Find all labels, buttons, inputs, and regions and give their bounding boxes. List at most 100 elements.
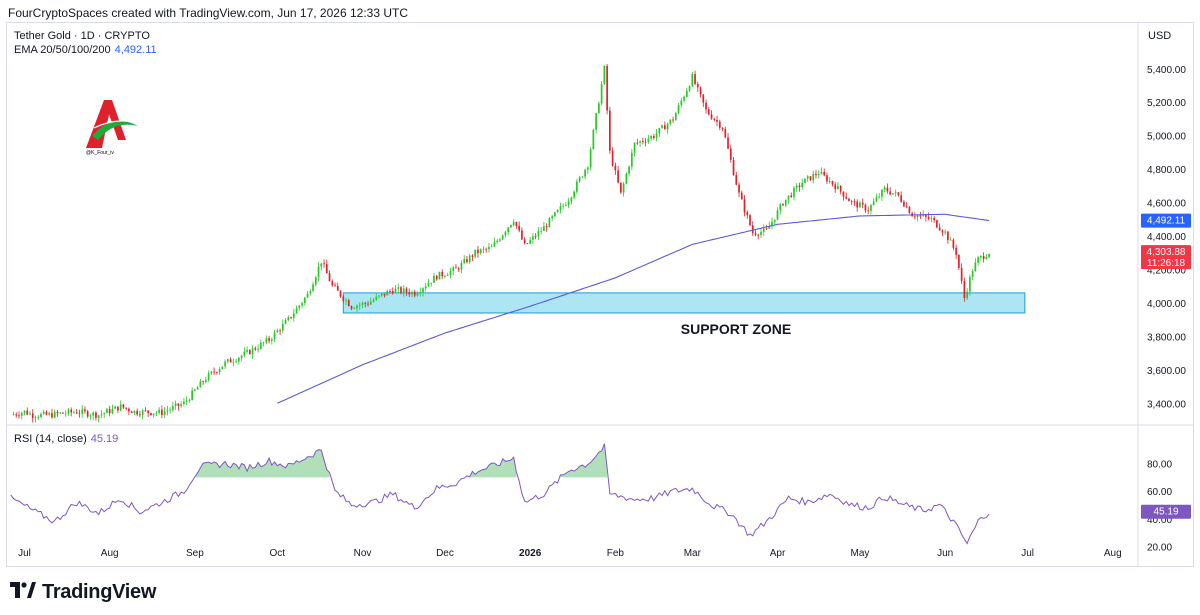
candle-body xyxy=(658,127,661,134)
candle-body xyxy=(705,102,707,110)
candle-body xyxy=(532,236,534,240)
candle-body xyxy=(449,270,452,276)
rsi-tick-label: 40.00 xyxy=(1147,515,1172,526)
candle-body xyxy=(864,204,867,211)
candle-body xyxy=(529,239,532,244)
candle-body xyxy=(196,387,199,390)
rsi-value-badge-text: 45.19 xyxy=(1153,507,1178,518)
candle-body xyxy=(309,291,312,294)
currency-button[interactable]: USD xyxy=(1148,30,1172,42)
time-tick-label: Mar xyxy=(684,548,702,559)
candle-body xyxy=(787,195,790,200)
time-tick-label: Dec xyxy=(436,548,454,559)
candle-body xyxy=(493,242,496,247)
candle-body xyxy=(933,217,936,221)
candle-body xyxy=(647,138,650,142)
time-tick-label: Jun xyxy=(937,548,953,559)
candle-body xyxy=(850,201,853,202)
candle-body xyxy=(202,381,204,383)
candle-body xyxy=(56,411,59,414)
candle-body xyxy=(905,206,908,208)
candle-body xyxy=(114,406,117,409)
candle-body xyxy=(284,320,287,324)
candle-body xyxy=(210,371,213,374)
candle-body xyxy=(936,220,938,228)
candle-body xyxy=(685,90,688,97)
candle-body xyxy=(339,290,342,297)
candle-body xyxy=(235,361,237,363)
candle-body xyxy=(37,417,40,418)
candle-body xyxy=(828,181,831,182)
candle-body xyxy=(732,159,735,176)
candle-body xyxy=(960,267,963,282)
candle-body xyxy=(669,119,672,124)
candle-body xyxy=(125,407,128,409)
price-tick-label: 3,400.00 xyxy=(1147,399,1186,410)
ema-legend-value: 4,492.11 xyxy=(114,44,157,56)
candle-body xyxy=(34,417,37,419)
candle-body xyxy=(581,176,584,178)
rsi-legend[interactable]: RSI (14, close) 45.19 xyxy=(14,433,118,445)
candle-body xyxy=(804,178,806,183)
time-tick-label: Sep xyxy=(186,548,204,559)
candle-body xyxy=(433,275,435,283)
candle-body xyxy=(18,415,20,417)
candle-body xyxy=(526,243,529,245)
candle-body xyxy=(369,301,372,305)
candle-body xyxy=(177,403,180,406)
candle-body xyxy=(248,350,251,355)
candle-body xyxy=(353,308,356,310)
rsi-overbought-fills xyxy=(194,443,608,478)
candle-body xyxy=(944,231,946,233)
candle-body xyxy=(303,297,306,304)
ema-legend[interactable]: EMA 20/50/100/200 4,492.11 xyxy=(14,44,157,56)
candle-body xyxy=(270,339,273,341)
candle-body xyxy=(169,409,171,411)
candle-body xyxy=(757,234,760,236)
candle-body xyxy=(26,410,29,415)
candle-body xyxy=(292,313,295,318)
candle-body xyxy=(298,305,301,309)
candle-body xyxy=(982,255,985,259)
tradingview-brand[interactable]: TradingView xyxy=(10,578,156,606)
candle-body xyxy=(133,410,136,414)
candle-body xyxy=(213,371,215,373)
candle-body xyxy=(103,413,106,415)
candle-body xyxy=(485,248,488,250)
candle-body xyxy=(691,74,694,87)
candle-body xyxy=(801,182,804,188)
candle-body xyxy=(452,267,455,271)
candle-body xyxy=(518,225,521,231)
candle-body xyxy=(73,412,75,414)
candle-body xyxy=(839,185,842,192)
time-tick-label: Feb xyxy=(607,548,625,559)
time-tick-label: Jul xyxy=(18,548,31,559)
price-tick-label: 4,400.00 xyxy=(1147,232,1186,243)
candle-body xyxy=(130,411,133,414)
candle-body xyxy=(875,197,878,202)
candle-body xyxy=(900,195,903,202)
candle-body xyxy=(268,338,270,341)
candle-body xyxy=(578,177,581,182)
candle-body xyxy=(411,291,413,295)
candle-body xyxy=(963,281,966,299)
candle-body xyxy=(320,263,323,267)
candle-body xyxy=(652,136,655,138)
candle-body xyxy=(872,201,875,206)
time-tick-label: Oct xyxy=(270,548,286,559)
candle-body xyxy=(567,201,570,206)
candle-body xyxy=(916,215,919,218)
candle-body xyxy=(925,214,927,217)
candle-body xyxy=(798,185,801,188)
ema-label: EMA 20/50/100/200 xyxy=(14,44,111,56)
symbol-legend[interactable]: Tether Gold · 1D · CRYPTO xyxy=(14,30,150,42)
candle-body xyxy=(707,109,710,115)
candle-body xyxy=(331,281,334,286)
candle-body xyxy=(595,113,597,130)
rsi-overbought-fill xyxy=(467,457,517,478)
symbol-label: Tether Gold · 1D · CRYPTO xyxy=(14,30,150,42)
candle-body xyxy=(364,302,367,304)
candle-body xyxy=(75,412,78,414)
time-tick-label: Nov xyxy=(354,548,372,559)
